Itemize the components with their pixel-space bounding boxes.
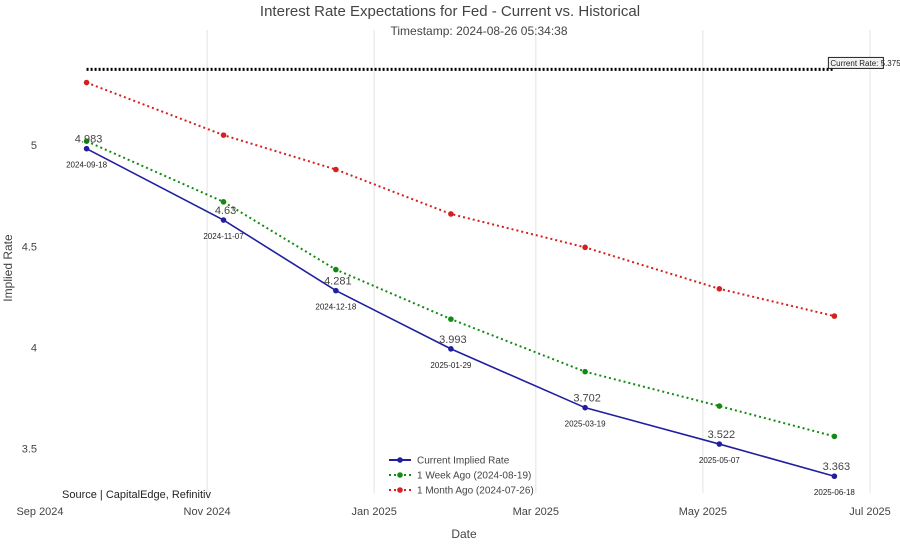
legend-swatch-marker [397,472,403,478]
y-tick-label: 5 [31,140,37,152]
data-date-label: 2024-12-18 [315,303,356,312]
chart-title: Interest Rate Expectations for Fed - Cur… [260,3,640,20]
data-point-1 [83,138,90,145]
data-point-0 [716,441,723,447]
data-point-2 [582,244,588,251]
data-point-1 [220,199,227,205]
y-tick-label: 3.5 [22,444,37,456]
data-point-1 [831,433,838,440]
y-tick-label: 4.5 [22,241,37,253]
data-point-0 [220,217,227,223]
data-point-0 [582,404,588,411]
y-axis-title: Implied Rate [1,234,15,302]
data-date-label: 2024-11-07 [203,232,244,241]
data-value-label: 4.63 [215,205,236,217]
data-value-label: 3.363 [823,461,851,473]
legend-swatch-marker [397,487,403,493]
x-tick-label: May 2025 [679,506,727,518]
data-value-label: 3.702 [573,393,601,405]
data-point-0 [448,346,454,352]
data-point-0 [333,287,339,294]
data-value-label: 4.281 [324,276,352,288]
data-value-label: 3.522 [708,429,736,441]
series-layer [83,79,838,480]
data-point-0 [831,473,838,480]
data-point-2 [333,166,339,173]
data-point-1 [716,403,723,409]
legend-item-label: Current Implied Rate [417,456,510,467]
series-line-1 [86,140,835,438]
series-line-2 [86,81,835,318]
data-point-1 [448,316,454,322]
x-tick-label: Sep 2024 [16,506,63,518]
data-point-2 [716,285,723,292]
x-tick-label: Jul 2025 [849,506,891,518]
current-rate-box [827,56,884,69]
data-point-2 [220,132,227,138]
legend[interactable]: Current Implied Rate 1 Week Ago (2024-08-… [389,456,534,497]
series-line-0 [86,147,835,477]
source-annotation: Source | CapitalEdge, Refinitiv [62,489,211,501]
data-point-1 [333,266,339,273]
tick-layer: Sep 2024 Nov 2024 Jan 2025 Mar 2025 May 2025… [16,140,890,518]
data-value-label: 4.983 [75,134,103,146]
x-tick-label: Jan 2025 [352,506,397,518]
x-tick-label: Mar 2025 [513,506,559,518]
data-date-label: 2025-03-19 [565,420,606,429]
y-tick-label: 4 [31,342,37,354]
data-value-label: 3.993 [439,334,467,346]
data-point-1 [582,368,588,375]
data-date-label: 2025-01-29 [430,361,471,370]
data-point-2 [83,79,90,86]
legend-swatch-marker [397,457,403,463]
data-date-label: 2025-06-18 [814,488,855,497]
label-layer: 4.983 2024-09-18 4.63 2024-11-07 4.281 2024-1… [66,134,855,498]
x-axis-title: Date [451,527,477,541]
data-date-label: 2024-09-18 [66,161,107,170]
grid-layer [206,30,871,493]
current-rate-label: Current Rate: 5.375 [830,59,900,68]
legend-item-label: 1 Week Ago (2024-08-19) [417,471,531,482]
x-tick-label: Nov 2024 [184,506,231,518]
chart-subtitle: Timestamp: 2024-08-26 05:34:38 [391,24,568,38]
current-rate-layer: Current Rate: 5.375 [86,56,900,71]
data-point-2 [448,211,454,217]
data-point-0 [83,145,90,152]
legend-item-label: 1 Month Ago (2024-07-26) [417,486,534,497]
data-date-label: 2025-05-07 [699,456,740,465]
data-point-2 [831,313,838,319]
